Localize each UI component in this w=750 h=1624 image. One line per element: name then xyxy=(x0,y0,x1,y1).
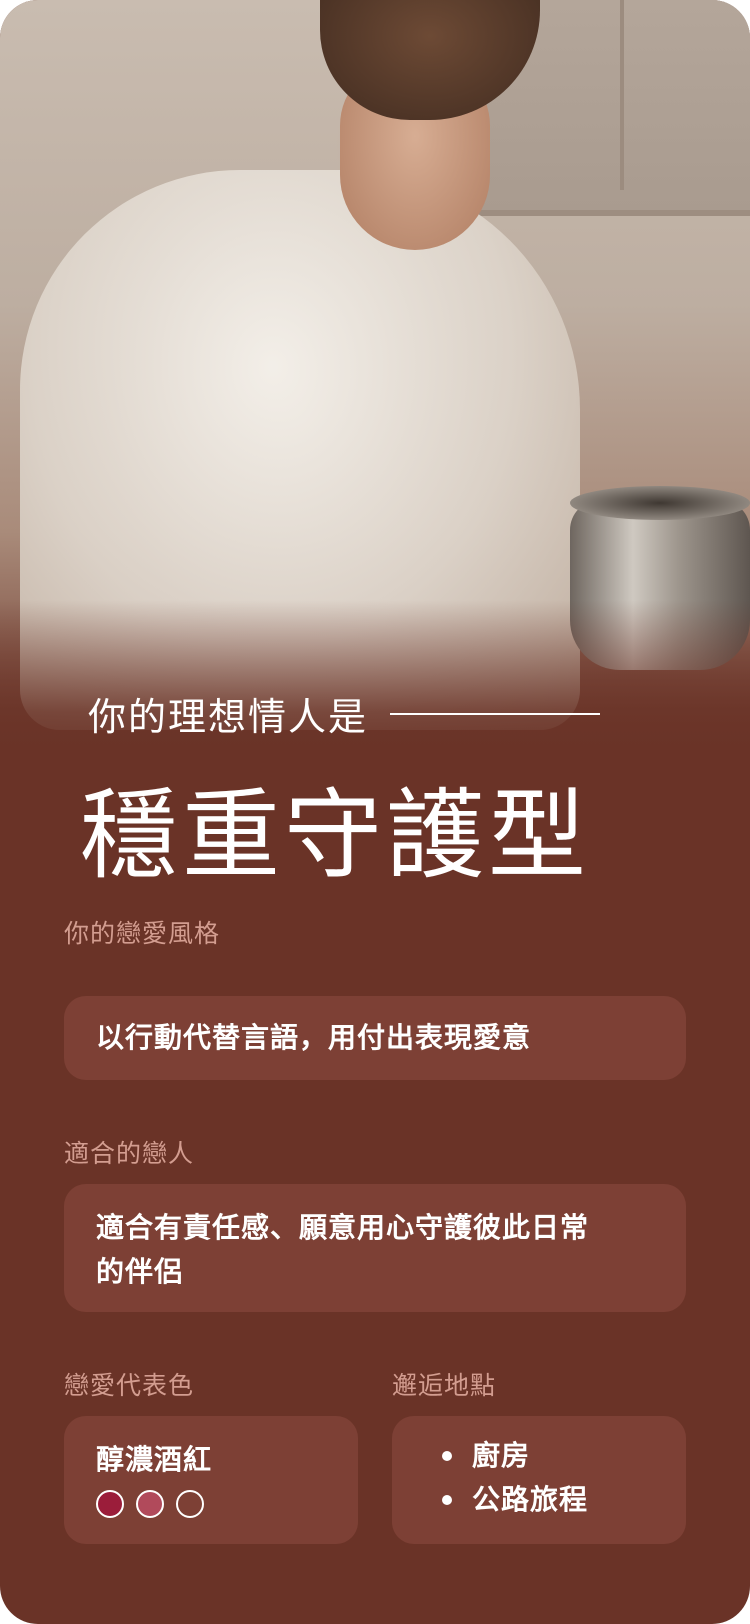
list-item: 廚房 xyxy=(442,1434,686,1478)
meeting-places-list: 廚房 公路旅程 xyxy=(442,1434,686,1522)
swatch-outline xyxy=(176,1490,204,1518)
suitable-partner-box: 適合有責任感、願意用心守護彼此日常 的伴侶 xyxy=(64,1184,686,1312)
suitable-partner-value-line1: 適合有責任感、願意用心守護彼此日常 xyxy=(96,1211,590,1244)
swatch-dark-wine xyxy=(96,1490,124,1518)
hero-fade xyxy=(0,600,750,760)
subtitle-row: 你的理想情人是 xyxy=(88,686,601,741)
love-style-value: 以行動代替言語，用付出表現愛意 xyxy=(96,1021,532,1054)
hero-illustration xyxy=(0,0,750,760)
meeting-places-box: 廚房 公路旅程 xyxy=(392,1416,686,1544)
love-style-label: 你的戀愛風格 xyxy=(64,919,221,948)
suitable-partner-value-line2: 的伴侶 xyxy=(96,1255,184,1288)
love-color-box: 醇濃酒紅 xyxy=(64,1416,358,1544)
love-style-box: 以行動代替言語，用付出表現愛意 xyxy=(64,996,686,1080)
love-color-value: 醇濃酒紅 xyxy=(96,1443,213,1476)
subtitle-divider xyxy=(390,712,601,715)
bullet-icon xyxy=(442,1451,452,1461)
result-subtitle: 你的理想情人是 xyxy=(88,695,369,739)
meeting-place-1: 廚房 xyxy=(472,1439,531,1472)
result-title: 穩重守護型 xyxy=(80,779,591,893)
bullet-icon xyxy=(442,1495,452,1505)
suitable-partner-label: 適合的戀人 xyxy=(64,1139,195,1168)
meeting-place-2: 公路旅程 xyxy=(472,1483,589,1516)
color-swatches xyxy=(96,1490,326,1518)
list-item: 公路旅程 xyxy=(442,1478,686,1522)
love-color-label: 戀愛代表色 xyxy=(64,1371,195,1400)
swatch-rose-wine xyxy=(136,1490,164,1518)
meeting-places-label: 邂逅地點 xyxy=(392,1371,497,1400)
